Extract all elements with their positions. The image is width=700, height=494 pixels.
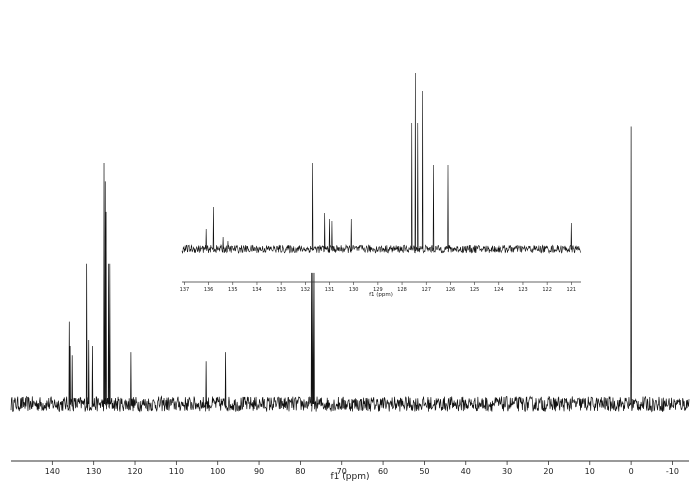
inset-tick-label: 122 — [542, 287, 552, 293]
inset-tick-group: 137 136 135 134 133 132 131 130 129 128 127 126 125 1… — [180, 282, 576, 293]
main-tick-label: -10 — [666, 467, 679, 476]
main-tick-group: 140 130 120 110 100 90 80 70 60 50 40 30 20 10 0 -10 — [45, 461, 679, 476]
inset-tick-label: 130 — [349, 287, 359, 293]
inset-tick-label: 123 — [518, 287, 528, 293]
main-tick-label: 30 — [502, 467, 512, 476]
inset-spectrum: 137 136 135 134 133 132 131 130 129 128 127 126 125 1… — [180, 72, 582, 298]
inset-tick-label: 136 — [204, 287, 214, 293]
main-x-axis-label: f1 (ppm) — [331, 472, 370, 482]
main-tick-label: 70 — [337, 467, 347, 476]
main-tick-label: 90 — [254, 467, 264, 476]
inset-tick-label: 135 — [228, 287, 238, 293]
main-tick-label: 10 — [585, 467, 595, 476]
inset-tick-label: 121 — [567, 287, 577, 293]
main-tick-label: 50 — [419, 467, 429, 476]
main-x-axis: 140 130 120 110 100 90 80 70 60 50 40 30 20 10 0 -10 f1… — [11, 460, 689, 482]
inset-tick-label: 126 — [446, 287, 456, 293]
inset-tick-label: 137 — [180, 287, 190, 293]
inset-tick-label: 128 — [397, 287, 407, 293]
main-tick-label: 110 — [169, 467, 184, 476]
main-tick-label: 80 — [295, 467, 305, 476]
main-tick-label: 140 — [45, 467, 60, 476]
inset-x-axis-label: f1 (ppm) — [369, 292, 393, 298]
main-tick-label: 60 — [378, 467, 388, 476]
inset-tick-label: 131 — [325, 287, 335, 293]
main-tick-label: 40 — [461, 467, 471, 476]
inset-tick-label: 133 — [276, 287, 286, 293]
inset-tick-label: 129 — [373, 287, 383, 293]
inset-tick-label: 134 — [252, 287, 262, 293]
main-tick-label: 120 — [127, 467, 142, 476]
inset-tick-label: 124 — [494, 287, 504, 293]
inset-spectrum-line — [181, 72, 582, 255]
main-tick-label: 130 — [86, 467, 101, 476]
inset-tick-label: 127 — [421, 287, 431, 293]
main-spectrum-line — [10, 126, 690, 413]
main-tick-label: 0 — [629, 467, 634, 476]
inset-tick-label: 125 — [470, 287, 480, 293]
main-tick-label: 100 — [210, 467, 225, 476]
main-spectrum-trace — [10, 126, 690, 413]
inset-tick-label: 132 — [301, 287, 311, 293]
main-tick-label: 20 — [543, 467, 553, 476]
